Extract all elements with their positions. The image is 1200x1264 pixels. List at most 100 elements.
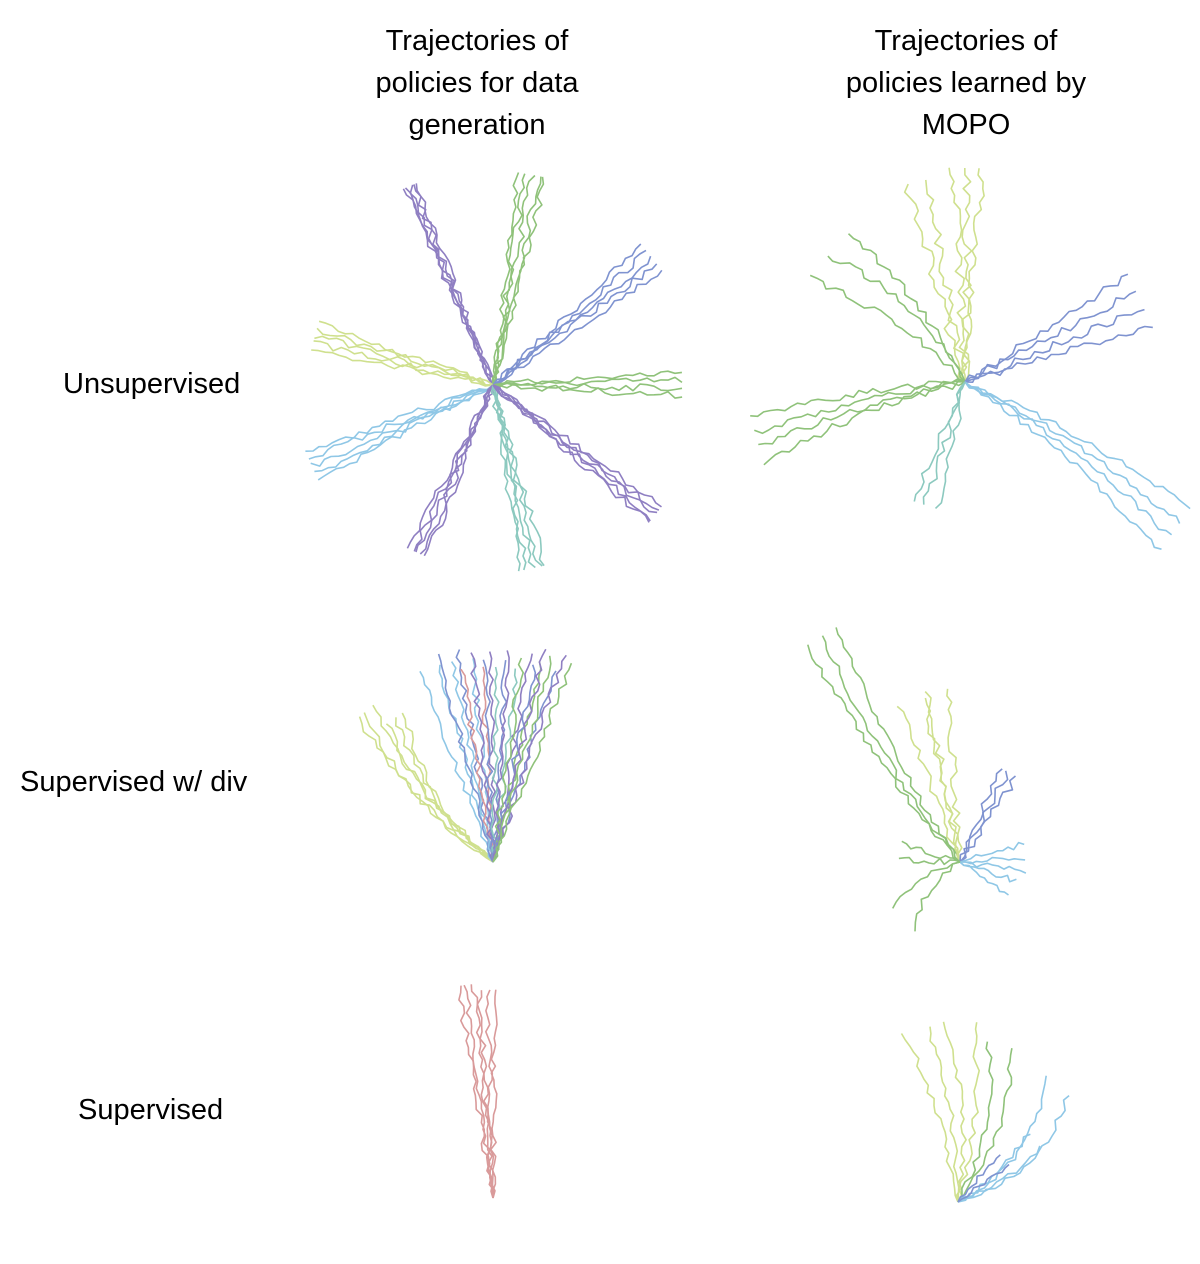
trajectory-line bbox=[491, 172, 520, 386]
trajectory-line bbox=[437, 653, 494, 863]
trajectory-line bbox=[835, 627, 961, 863]
trajectory-line bbox=[847, 233, 966, 383]
trajectory-line bbox=[372, 704, 494, 863]
trajectory-line bbox=[942, 1021, 967, 1203]
trajectory-line bbox=[898, 856, 961, 866]
panel-supervised-data-generation bbox=[458, 984, 498, 1199]
row-label-supervised: Supervised bbox=[78, 1094, 224, 1126]
trajectory-line bbox=[492, 383, 683, 399]
trajectory-line bbox=[492, 243, 642, 386]
trajectory-line bbox=[316, 327, 494, 386]
trajectory-line bbox=[929, 1026, 960, 1203]
trajectory-line bbox=[960, 861, 1027, 874]
trajectory-line bbox=[415, 384, 494, 553]
trajectory-line bbox=[957, 1094, 1070, 1203]
trajectory-line bbox=[959, 861, 1009, 896]
trajectory-line bbox=[821, 635, 961, 863]
trajectory-line bbox=[763, 380, 966, 466]
trajectory-line bbox=[318, 320, 494, 386]
trajectory-line bbox=[492, 384, 527, 571]
trajectory-line bbox=[492, 249, 647, 386]
trajectory-line bbox=[305, 384, 494, 452]
trajectory-line bbox=[492, 173, 526, 386]
trajectory-line bbox=[914, 861, 961, 932]
trajectory-line bbox=[482, 659, 497, 863]
trajectory-line bbox=[924, 691, 961, 863]
trajectory-line bbox=[492, 384, 662, 508]
trajectory-line bbox=[358, 716, 494, 863]
header-data-generation: Trajectories of policies for data genera… bbox=[375, 25, 579, 141]
trajectory-line bbox=[492, 176, 542, 386]
trajectory-line bbox=[964, 308, 1145, 383]
trajectory-line bbox=[310, 384, 494, 467]
trajectory-line bbox=[900, 1033, 959, 1203]
trajectory-line bbox=[758, 380, 966, 446]
row-label-unsupervised: Unsupervised bbox=[63, 368, 241, 400]
trajectory-line bbox=[960, 856, 1026, 865]
trajectory-line bbox=[957, 1075, 1047, 1203]
trajectory-line bbox=[924, 697, 961, 863]
trajectory-line bbox=[964, 381, 1191, 510]
trajectory-line bbox=[490, 989, 498, 1199]
trajectory-line bbox=[492, 269, 663, 386]
panel-supervised-div-mopo bbox=[807, 627, 1027, 932]
trajectory-line bbox=[385, 723, 494, 863]
trajectory-line bbox=[959, 861, 1017, 883]
trajectory-line bbox=[490, 666, 500, 863]
trajectory-line bbox=[934, 381, 966, 509]
trajectory-line bbox=[492, 174, 536, 386]
trajectory-line bbox=[476, 990, 494, 1199]
trajectory-line bbox=[946, 688, 963, 863]
trajectory-line bbox=[948, 167, 970, 383]
panel-supervised-div-data-generation bbox=[358, 648, 573, 863]
trajectory-line bbox=[964, 381, 1162, 550]
trajectory-line bbox=[964, 273, 1129, 383]
trajectory-line bbox=[492, 263, 658, 386]
trajectory-line bbox=[490, 384, 521, 572]
trajectory-line bbox=[957, 1022, 980, 1203]
trajectory-line bbox=[750, 378, 966, 418]
panel-supervised-mopo bbox=[900, 1021, 1070, 1203]
trajectory-line bbox=[961, 167, 973, 383]
trajectory-line bbox=[492, 655, 552, 863]
trajectory-line bbox=[957, 1048, 1013, 1203]
trajectory-line bbox=[891, 861, 961, 909]
trajectory-line bbox=[311, 349, 494, 386]
trajectory-line bbox=[827, 255, 966, 383]
trajectory-line bbox=[415, 183, 494, 386]
trajectory-line bbox=[957, 1145, 1041, 1203]
trajectory-line bbox=[363, 712, 494, 863]
trajectory-line bbox=[964, 290, 1137, 383]
trajectory-line bbox=[957, 1154, 1001, 1203]
trajectory-line bbox=[957, 1041, 994, 1203]
trajectory-line bbox=[964, 325, 1153, 383]
panel-unsupervised-data-generation bbox=[305, 172, 683, 572]
trajectory-line bbox=[961, 168, 985, 382]
trajectory-line bbox=[401, 712, 494, 863]
trajectory-line bbox=[959, 770, 1009, 863]
trajectory-line bbox=[809, 274, 966, 383]
trajectory-line bbox=[492, 384, 660, 511]
trajectory-line bbox=[964, 381, 1173, 536]
trajectory-line bbox=[308, 384, 494, 460]
trajectory-line bbox=[913, 381, 966, 502]
trajectory-line bbox=[492, 176, 545, 386]
trajectory-line bbox=[406, 384, 494, 549]
trajectory-line bbox=[492, 384, 650, 523]
trajectory-line bbox=[922, 381, 966, 505]
trajectory-line bbox=[807, 644, 961, 863]
panel-unsupervised-mopo bbox=[750, 167, 1191, 550]
trajectory-line bbox=[959, 775, 1017, 863]
trajectory-line bbox=[492, 381, 683, 392]
row-label-supervised-div: Supervised w/ div bbox=[20, 766, 248, 798]
trajectory-line bbox=[485, 989, 495, 1199]
trajectory-line bbox=[925, 179, 968, 383]
trajectory-line bbox=[419, 670, 494, 863]
trajectory-line bbox=[896, 705, 961, 863]
trajectory-line bbox=[957, 1163, 1010, 1203]
trajectory-line bbox=[754, 380, 966, 435]
trajectory-line bbox=[492, 370, 683, 388]
trajectory-line bbox=[964, 381, 1181, 524]
trajectory-line bbox=[463, 984, 496, 1199]
